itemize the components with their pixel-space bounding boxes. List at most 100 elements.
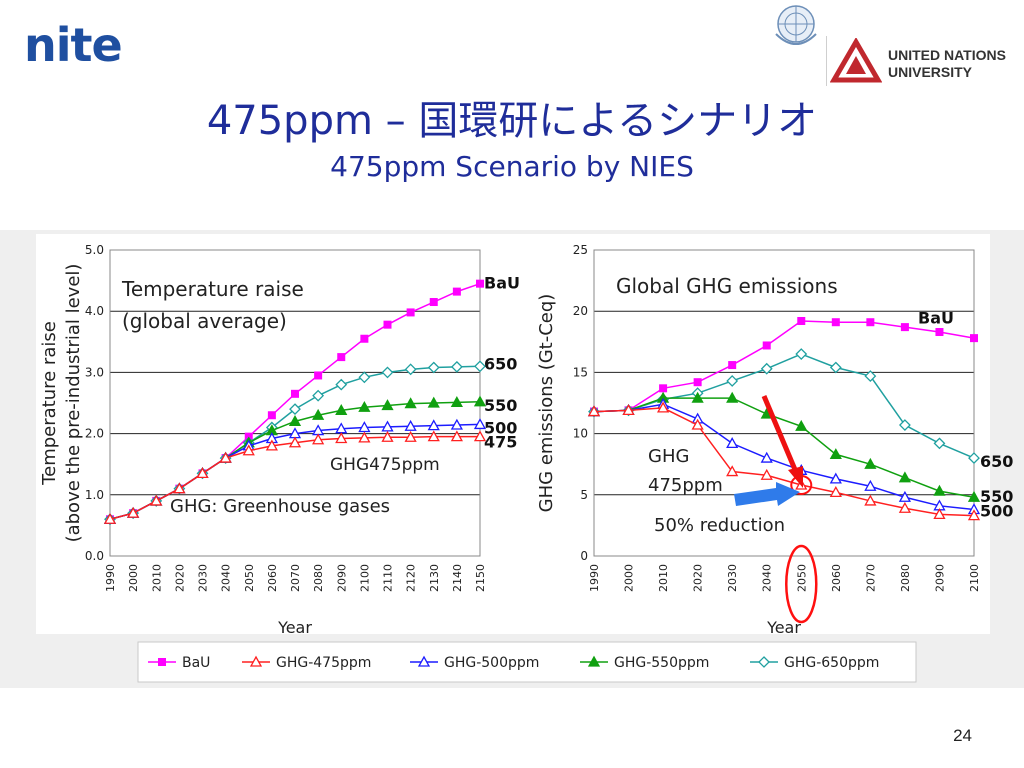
- temperature-raise-ytick-4-0: 4.0: [85, 304, 104, 318]
- global-ghg-emissions-series-ghg-650ppm-point-2040: [760, 362, 773, 375]
- emissions-chart-end-label-550: 550: [980, 487, 1013, 506]
- temperature-raise-xtick-2100: 2100: [358, 564, 371, 592]
- global-ghg-emissions-series-ghg-475ppm-point-2020: [691, 418, 704, 430]
- temperature-raise-xtick-2150: 2150: [474, 564, 487, 592]
- legend-ghg-475ppm-marker: [249, 655, 263, 667]
- global-ghg-emissions-series-bau-point-2020: [693, 378, 702, 387]
- temperature-raise-series-ghg-650ppm-point-2080: [312, 389, 325, 402]
- global-ghg-emissions-series-ghg-475ppm-point-2060: [829, 486, 842, 498]
- temperature-raise-series-ghg-650ppm-point-2070: [289, 403, 301, 416]
- legend-ghg-475ppm-label: GHG-475ppm: [276, 655, 371, 671]
- temperature-raise-series-ghg-650ppm-point-2150: [474, 360, 486, 373]
- global-ghg-emissions-ytick-0: 0: [580, 549, 588, 563]
- global-ghg-emissions-series-ghg-475ppm-point-2090: [933, 508, 946, 520]
- temperature-chart-title-line2: (global average): [122, 309, 287, 333]
- temperature-raise-series-ghg-550ppm-point-2140: [450, 396, 463, 408]
- temperature-raise-series-bau-point-2080: [314, 371, 323, 380]
- global-ghg-emissions-series-bau-point-2100: [970, 334, 978, 343]
- temperature-raise-series-ghg-475ppm-point-1990: [103, 512, 117, 524]
- red-arrow-head: [788, 466, 803, 488]
- temperature-raise-xlabel: Year: [277, 618, 312, 637]
- temperature-raise-series-ghg-550ppm-point-2080: [312, 408, 325, 420]
- global-ghg-emissions-xtick-2090: 2090: [933, 564, 946, 592]
- temperature-chart-end-label-bau: BaU: [484, 274, 520, 293]
- global-ghg-emissions-series-ghg-500ppm-point-2030: [726, 437, 739, 449]
- nite-logo: nite: [24, 18, 123, 72]
- temperature-raise-xtick-2050: 2050: [243, 564, 256, 592]
- temperature-raise-series-ghg-550ppm-point-2120: [404, 397, 417, 409]
- temperature-raise-xtick-2140: 2140: [451, 564, 464, 592]
- global-ghg-emissions-xtick-2020: 2020: [692, 564, 705, 592]
- emissions-chart: 0 5 10 15 20 25 1990 2000 2010 2020 2030 2040 2050 20…: [536, 243, 1013, 637]
- global-ghg-emissions-series-ghg-650ppm-point-2050: [795, 348, 808, 360]
- global-ghg-emissions-series-ghg-475ppm-point-2030: [726, 465, 739, 477]
- legend-ghg-500ppm-label: GHG-500ppm: [444, 655, 539, 671]
- legend-ghg-550ppm-marker: [587, 655, 601, 667]
- unu-name: UNITED NATIONS UNIVERSITY: [888, 47, 1006, 81]
- global-ghg-emissions-series-ghg-650ppm-point-2090: [933, 437, 946, 450]
- header-divider: [826, 36, 827, 86]
- legend-bau-label: BaU: [182, 655, 210, 671]
- global-ghg-emissions-series-ghg-475ppm-point-1990: [587, 405, 601, 417]
- global-ghg-emissions-series-ghg-500ppm-point-2080: [898, 490, 912, 502]
- legend-ghg-650ppm-marker: [758, 656, 770, 668]
- temperature-raise-series-ghg-650ppm-point-2100: [358, 371, 371, 384]
- temperature-raise-series-ghg-500ppm-point-2110: [381, 420, 394, 432]
- global-ghg-emissions-series-ghg-550ppm-point-2080: [898, 471, 912, 483]
- global-ghg-emissions-series-ghg-550ppm-point-2060: [829, 448, 842, 460]
- global-ghg-emissions-xtick-2050: 2050: [795, 564, 808, 592]
- temperature-raise-series-ghg-650ppm-point-2130: [427, 361, 440, 374]
- global-ghg-emissions-xtick-2030: 2030: [726, 564, 739, 592]
- global-ghg-emissions-series-ghg-500ppm-point-2040: [760, 451, 773, 463]
- global-ghg-emissions-series-ghg-550ppm-line: [593, 397, 975, 498]
- blue-arrow: [734, 482, 800, 506]
- global-ghg-emissions-series-ghg-500ppm-line: [593, 403, 975, 511]
- emissions-chart-end-label-bau: BaU: [918, 309, 954, 328]
- emissions-chart-annotation-reduction: 50% reduction: [654, 515, 785, 536]
- page-number: 24: [953, 726, 972, 745]
- temperature-chart-annotation-ghg475ppm: GHG475ppm: [330, 455, 440, 475]
- global-ghg-emissions-ylabel: GHG emissions (Gt-Ceq): [536, 294, 557, 513]
- global-ghg-emissions-xtick-2070: 2070: [864, 564, 877, 592]
- global-ghg-emissions-series-bau-point-2090: [935, 328, 944, 337]
- temperature-raise-xtick-2020: 2020: [173, 564, 186, 592]
- emissions-chart-annotation-ghg475ppm-line1: GHG: [648, 446, 689, 467]
- temperature-raise-series-bau-point-2060: [267, 411, 276, 420]
- temperature-raise-series-ghg-475ppm-point-2040: [219, 451, 232, 463]
- temperature-raise-xtick-2120: 2120: [405, 564, 418, 592]
- global-ghg-emissions-ytick-15: 15: [573, 365, 588, 379]
- temperature-raise-xtick-2130: 2130: [428, 564, 441, 592]
- temperature-chart-end-label-650: 650: [484, 354, 517, 373]
- global-ghg-emissions-series-ghg-650ppm-point-2060: [829, 361, 842, 374]
- global-ghg-emissions-series-ghg-550ppm-point-2050: [795, 419, 808, 431]
- temperature-raise-series-ghg-475ppm-point-2080: [312, 433, 325, 445]
- global-ghg-emissions-xtick-2010: 2010: [657, 564, 670, 592]
- emissions-chart-title: Global GHG emissions: [616, 274, 838, 298]
- global-ghg-emissions-xtick-2100: 2100: [968, 564, 981, 592]
- unu-name-line2: UNIVERSITY: [888, 64, 973, 80]
- temperature-raise-ylabel: Temperature raise (above the pre-industri…: [39, 264, 84, 543]
- emissions-chart-annotation-ghg475ppm-line2: 475ppm: [648, 475, 723, 496]
- temperature-raise-series-ghg-475ppm-point-2100: [358, 431, 371, 443]
- global-ghg-emissions-xtick-2040: 2040: [761, 564, 774, 592]
- global-ghg-emissions-series-ghg-475ppm-point-2040: [760, 468, 773, 480]
- temperature-raise-ylabel-line2: (above the pre-industrial level): [63, 264, 84, 543]
- temperature-raise-series-ghg-650ppm-point-2120: [404, 363, 417, 376]
- global-ghg-emissions-series-ghg-475ppm-line: [593, 407, 975, 517]
- global-ghg-emissions-xtick-2060: 2060: [830, 564, 843, 592]
- temperature-chart-end-label-475: 475: [484, 433, 517, 452]
- temperature-raise-series-ghg-550ppm-point-2110: [381, 399, 394, 411]
- temperature-raise-ytick-0-0: 0.0: [85, 549, 104, 563]
- temperature-raise-xtick-2070: 2070: [289, 564, 302, 592]
- legend-ghg-650ppm-label: GHG-650ppm: [784, 655, 879, 671]
- temperature-raise-ytick-1-0: 1.0: [85, 488, 104, 502]
- temperature-chart-annotation-ghg-definition: GHG: Greenhouse gases: [170, 496, 390, 517]
- temperature-raise-series-bau-point-2070: [291, 389, 299, 398]
- temperature-raise-series-ghg-500ppm-point-2120: [404, 419, 417, 431]
- global-ghg-emissions-series-bau-point-2010: [659, 384, 668, 393]
- temperature-raise-xtick-2040: 2040: [220, 564, 233, 592]
- global-ghg-emissions-series-ghg-475ppm-point-2010: [656, 401, 670, 413]
- temperature-raise-series-ghg-500ppm-point-2150: [473, 418, 487, 430]
- red-arrow-shaft: [761, 395, 799, 473]
